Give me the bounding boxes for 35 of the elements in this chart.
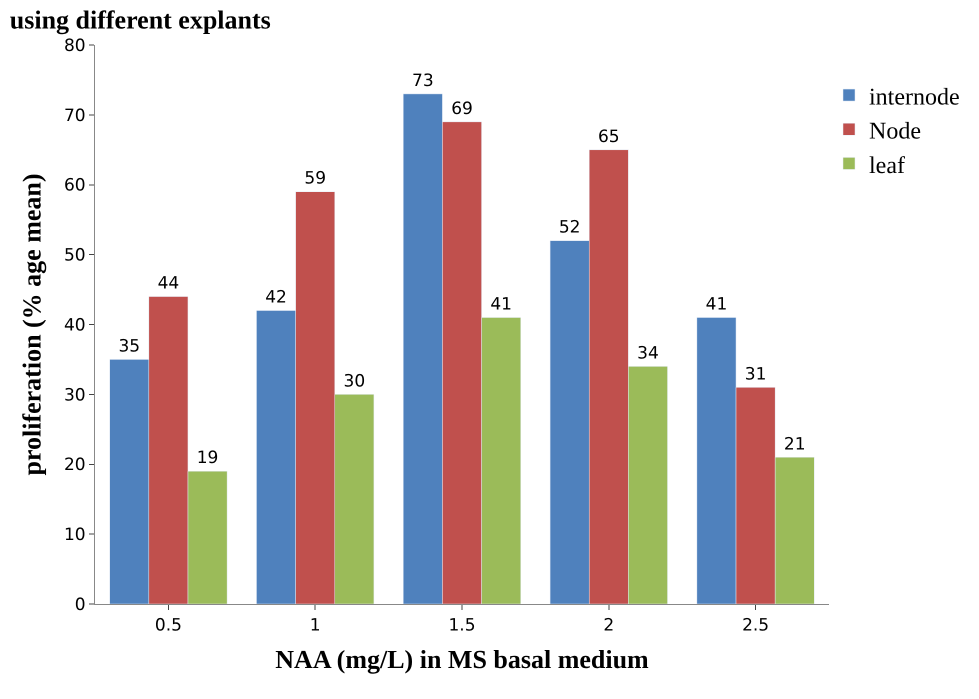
legend-label: internode: [869, 84, 960, 110]
data-label: 73: [412, 70, 434, 91]
data-label: 42: [265, 288, 287, 308]
data-label: 35: [118, 336, 140, 356]
x-tick-label: 2: [603, 615, 614, 636]
data-label: 30: [344, 371, 366, 392]
data-label: 34: [637, 343, 659, 364]
x-tick-label: 2.5: [742, 615, 770, 636]
y-axis-title: proliferation (% age mean): [17, 173, 46, 476]
data-label: 52: [558, 218, 580, 238]
data-label: 21: [784, 434, 806, 454]
data-label: 65: [598, 126, 620, 147]
data-label: 41: [490, 294, 512, 315]
legend-label: leaf: [869, 152, 905, 179]
y-tick-label: 40: [64, 315, 86, 336]
y-tick-label: 50: [64, 246, 86, 266]
data-label: 69: [451, 98, 473, 119]
data-label: 41: [706, 294, 728, 315]
data-label: 59: [304, 168, 326, 189]
data-label: 31: [744, 364, 766, 384]
y-tick-label: 0: [74, 594, 86, 615]
y-tick-label: 80: [64, 36, 86, 56]
y-tick-label: 20: [64, 455, 86, 476]
x-tick-label: 1.5: [448, 615, 476, 636]
x-tick-label: 0.5: [154, 615, 182, 636]
y-tick-label: 60: [64, 176, 86, 196]
y-tick-label: 30: [64, 385, 86, 406]
y-tick-label: 70: [64, 106, 86, 126]
x-tick-label: 1: [310, 615, 321, 636]
data-label: 19: [196, 448, 218, 468]
y-tick-label: 10: [64, 525, 86, 546]
data-label: 44: [158, 274, 180, 294]
chart-title: using different explants: [10, 6, 271, 35]
legend-label: Node: [869, 118, 921, 145]
x-axis-title: NAA (mg/L) in MS basal medium: [275, 645, 650, 674]
